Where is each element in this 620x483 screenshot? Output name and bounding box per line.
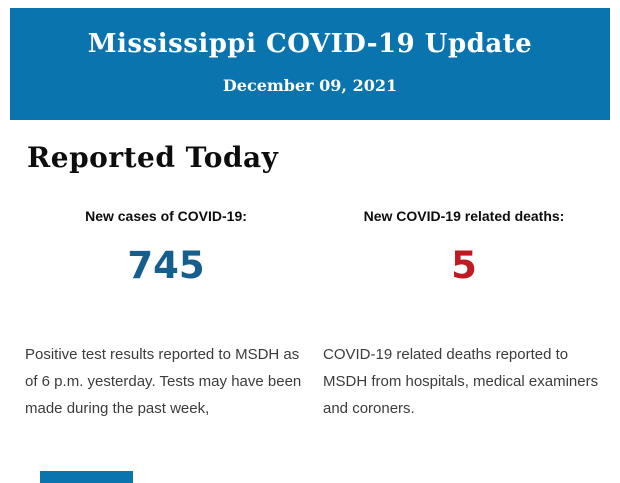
new-cases-description: Positive test results reported to MSDH a… [25, 345, 302, 417]
next-section-partial-block [40, 471, 133, 483]
new-deaths-description: COVID-19 related deaths reported to MSDH… [323, 345, 599, 417]
new-deaths-label: New COVID-19 related deaths: [363, 208, 565, 224]
new-cases-label: New cases of COVID-19: [85, 208, 247, 224]
header-banner: Mississippi COVID-19 Update December 09,… [10, 8, 610, 120]
section-heading-reported-today: Reported Today [27, 141, 279, 174]
stat-column-new-cases: New cases of COVID-19: 745 Positive test… [25, 208, 307, 422]
report-date: December 09, 2021 [222, 76, 398, 95]
stats-grid: New cases of COVID-19: 745 Positive test… [25, 208, 605, 422]
page-title: Mississippi COVID-19 Update [87, 29, 533, 59]
stat-column-new-deaths: New COVID-19 related deaths: 5 COVID-19 … [323, 208, 605, 422]
new-deaths-value: 5 [451, 244, 477, 287]
new-cases-value: 745 [127, 244, 205, 287]
